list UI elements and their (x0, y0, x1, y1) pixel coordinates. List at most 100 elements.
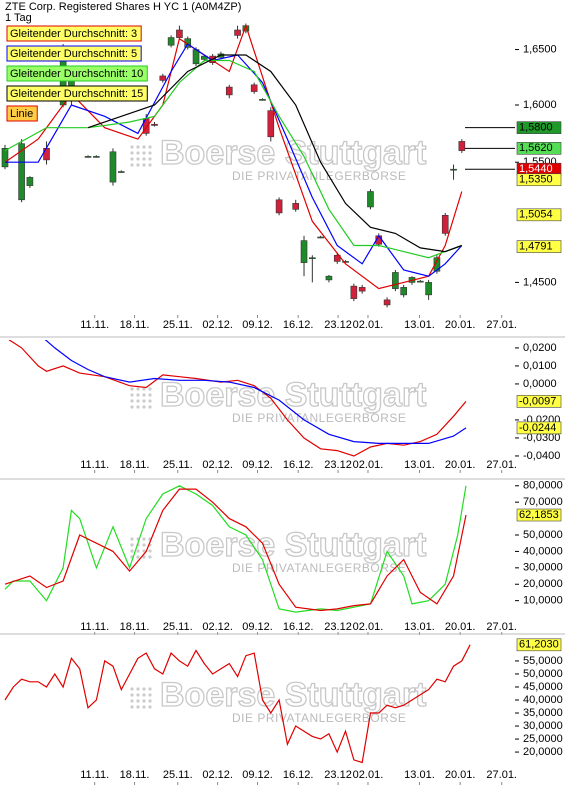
candle-body (417, 280, 424, 283)
x-tick-label: 02.12. (202, 459, 233, 471)
watermark-brand: Boerse Stuttgart (160, 676, 426, 714)
y-tick-label: 50,0000 (523, 668, 563, 680)
watermark-dot (142, 687, 146, 691)
y-tick-label: 1,6000 (523, 99, 557, 111)
candle-body (109, 151, 117, 183)
watermark-dot (130, 145, 134, 149)
x-tick-label: 11.11. (80, 319, 109, 331)
watermark-tagline: DIE PRIVATANLEGERBÖRSE (232, 711, 406, 725)
price-label-box (516, 142, 562, 155)
watermark-dot (142, 705, 146, 709)
candle-body (225, 86, 233, 96)
watermark-dot (142, 405, 146, 409)
candle-body (267, 110, 275, 138)
x-tick-label: 13.01. (404, 459, 435, 471)
x-tick-label: 25.11. (163, 459, 193, 471)
price-label-box (516, 121, 562, 134)
candle-body (392, 272, 399, 289)
x-tick-label: 16.12. (283, 621, 314, 633)
series-line (8, 340, 467, 457)
candle-body (325, 275, 333, 281)
watermark-dot (136, 705, 140, 709)
watermark-dot (142, 699, 146, 703)
watermark-dot (148, 687, 152, 691)
y-tick-label: 20,0000 (523, 746, 563, 758)
candle-body (342, 261, 349, 263)
candle-body (117, 171, 125, 173)
price-label-box (516, 421, 562, 435)
price-label: 1,5800 (519, 122, 553, 134)
x-tick-label: 20.01. (445, 769, 476, 781)
price-label-box (516, 173, 562, 187)
y-tick-label: 55,0000 (523, 655, 563, 667)
x-tick-label: 20.01. (445, 319, 476, 331)
plot-area (8, 340, 467, 457)
candle-body (275, 199, 283, 214)
legend-box (6, 25, 142, 42)
watermark-dot (148, 387, 152, 391)
series-line (87, 54, 463, 253)
watermark-dot (148, 157, 152, 161)
candle-body (450, 168, 457, 171)
x-tick-label: 02.01. (353, 459, 384, 471)
watermark-dot (142, 399, 146, 403)
x-tick-label: 11.11. (80, 769, 109, 781)
series-line (4, 488, 467, 612)
x-tick-label: 23.12 (324, 459, 352, 471)
y-tick-label: 0,0100 (523, 360, 557, 372)
watermark-dot (130, 157, 134, 161)
series-line (5, 43, 463, 277)
x-tick-label: 27.01. (486, 459, 517, 471)
price-label: 62,1853 (519, 509, 559, 521)
x-tick-label: 02.12. (202, 621, 233, 633)
x-tick-label: 20.01. (445, 621, 476, 633)
y-tick-label: 40,0000 (523, 694, 563, 706)
y-tick-label: 45,0000 (523, 681, 563, 693)
candle-body (201, 55, 208, 60)
watermark-dot (136, 387, 140, 391)
watermark-dot (130, 549, 134, 553)
candle-body (234, 29, 241, 36)
price-label: 1,4791 (519, 240, 553, 252)
price-label: 61,2030 (519, 639, 559, 651)
watermark-dot (136, 145, 140, 149)
price-label: 1,5620 (519, 142, 553, 154)
x-tick-label: 11.11. (80, 459, 109, 471)
watermark-brand: Boerse Stuttgart (160, 526, 426, 564)
watermark-dot (142, 549, 146, 553)
watermark-dot (130, 705, 134, 709)
y-tick-label: 50,0000 (523, 529, 563, 541)
y-tick-label: 30,0000 (523, 720, 563, 732)
watermark-dot (142, 543, 146, 547)
x-tick-label: 09.12. (242, 459, 273, 471)
y-tick-label: 1,6500 (523, 43, 557, 55)
x-tick-label: 09.12. (242, 319, 273, 331)
watermark-brand: Boerse Stuttgart (160, 376, 426, 414)
candle-body (167, 37, 175, 46)
y-tick-label: 10,0000 (523, 595, 563, 607)
y-tick-label: 40,0000 (523, 545, 563, 557)
watermark-dot (142, 151, 146, 155)
y-tick-label: 20,0000 (523, 578, 563, 590)
x-tick-label: 13.01. (404, 621, 435, 633)
candle-body (18, 143, 25, 201)
plot-area (1, 23, 466, 308)
interval: 1 Tag (5, 12, 32, 24)
watermark-dot (148, 555, 152, 559)
x-tick-label: 16.12. (283, 769, 314, 781)
candle-body (458, 141, 466, 151)
y-tick-label: 25,0000 (523, 733, 563, 745)
x-tick-label: 20.01. (445, 459, 476, 471)
x-tick-label: 09.12. (242, 769, 273, 781)
watermark-dot (142, 387, 146, 391)
watermark-tagline: DIE PRIVATANLEGERBÖRSE (232, 561, 406, 575)
legend-box (6, 65, 148, 82)
candle-body (333, 254, 341, 262)
legend-box (6, 105, 38, 122)
watermark-dot (148, 393, 152, 397)
watermark-dot (130, 387, 134, 391)
legend-label: Gleitender Durchschnitt: 10 (10, 68, 143, 80)
watermark-dot (148, 399, 152, 403)
